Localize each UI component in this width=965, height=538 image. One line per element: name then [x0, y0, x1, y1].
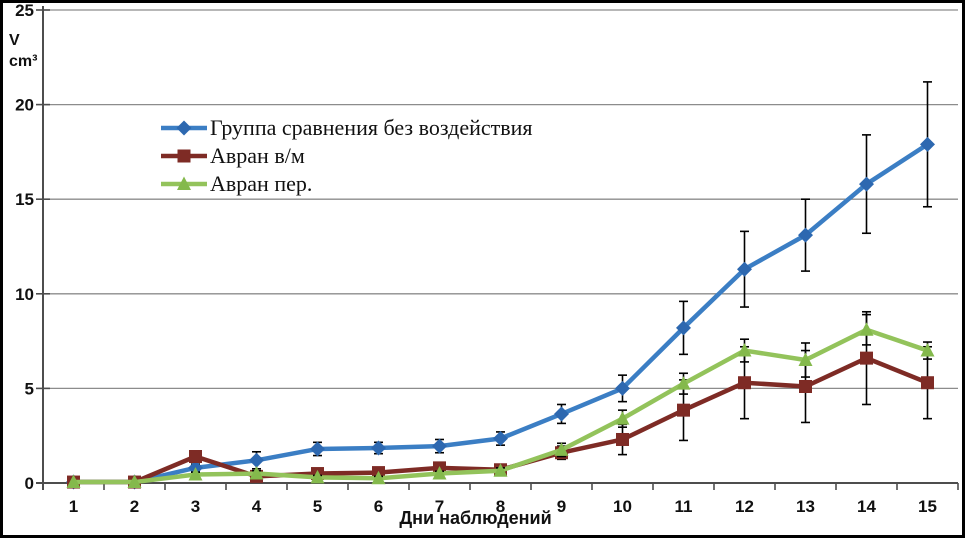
diamond-marker	[859, 176, 874, 192]
legend-label: Авран пер.	[210, 171, 313, 196]
chart-legend: Группа сравнения без воздействия Авран в/…	[161, 114, 533, 198]
diamond-marker	[310, 441, 325, 457]
y-axis-title-line2: cm³	[9, 53, 38, 70]
diamond-marker	[249, 452, 264, 468]
y-tick-label: 10	[15, 285, 34, 304]
square-marker	[799, 380, 812, 394]
triangle-marker	[493, 463, 508, 477]
series-2	[66, 313, 935, 489]
y-axis-title: V cm³	[9, 30, 37, 72]
x-tick-label: 11	[675, 497, 693, 516]
square-marker	[616, 432, 629, 446]
x-tick-label: 14	[857, 497, 876, 516]
diamond-marker	[554, 406, 569, 422]
square-marker	[677, 403, 690, 417]
diamond-marker	[676, 320, 691, 336]
legend-item-2: Авран пер.	[161, 170, 533, 198]
diamond-marker	[176, 120, 192, 136]
triangle-marker	[737, 343, 752, 357]
y-tick-label: 15	[15, 190, 34, 209]
legend-marker-sample	[161, 149, 207, 163]
diamond-marker	[432, 438, 447, 454]
y-tick-label: 25	[15, 1, 34, 20]
square-marker	[177, 149, 191, 163]
triangle-marker	[188, 466, 203, 481]
x-tick-label: 3	[191, 497, 200, 516]
x-tick-label: 10	[613, 497, 632, 516]
triangle-marker	[676, 376, 691, 390]
triangle-marker	[371, 470, 386, 485]
x-tick-label: 9	[557, 497, 566, 516]
triangle-marker	[920, 343, 935, 357]
triangle-marker	[127, 474, 142, 489]
x-tick-label: 12	[735, 497, 754, 516]
triangle-marker	[798, 352, 813, 367]
triangle-marker	[177, 176, 191, 190]
x-tick-label: 8	[496, 497, 505, 516]
x-axis-title: Дни наблюдений	[399, 508, 552, 528]
triangle-marker	[432, 466, 447, 480]
triangle-marker	[66, 474, 81, 489]
triangle-marker	[249, 466, 264, 480]
x-tick-label: 1	[69, 497, 78, 516]
diamond-marker	[615, 380, 630, 396]
diamond-marker	[737, 261, 752, 277]
diamond-marker	[920, 136, 935, 152]
triangle-marker	[615, 411, 630, 425]
square-marker	[738, 376, 751, 390]
legend-marker-sample	[161, 176, 207, 190]
y-tick-label: 0	[25, 474, 34, 493]
diamond-marker	[493, 431, 508, 447]
square-marker	[921, 376, 934, 390]
legend-marker-sample	[161, 120, 207, 136]
y-axis-title-line1: V	[9, 32, 20, 49]
x-tick-label: 7	[435, 497, 444, 516]
triangle-marker	[859, 322, 874, 336]
square-marker	[189, 450, 202, 464]
x-tick-label: 5	[313, 497, 322, 516]
diamond-marker	[798, 227, 813, 243]
diamond-marker	[371, 440, 386, 456]
triangle-marker	[554, 442, 569, 456]
legend-label: Авран в/м	[210, 143, 305, 168]
x-tick-label: 4	[252, 497, 262, 516]
x-tick-label: 2	[130, 497, 139, 516]
x-tick-label: 6	[374, 497, 383, 516]
x-tick-label: 15	[918, 497, 937, 516]
y-tick-label: 20	[15, 96, 34, 115]
legend-label: Группа сравнения без воздействия	[210, 115, 533, 140]
series-1	[67, 310, 934, 489]
triangle-marker	[310, 469, 325, 484]
legend-item-0: Группа сравнения без воздействия	[161, 114, 533, 142]
y-tick-label: 5	[25, 379, 34, 398]
legend-item-1: Авран в/м	[161, 142, 533, 170]
square-marker	[860, 351, 873, 365]
x-tick-label: 13	[796, 497, 815, 516]
